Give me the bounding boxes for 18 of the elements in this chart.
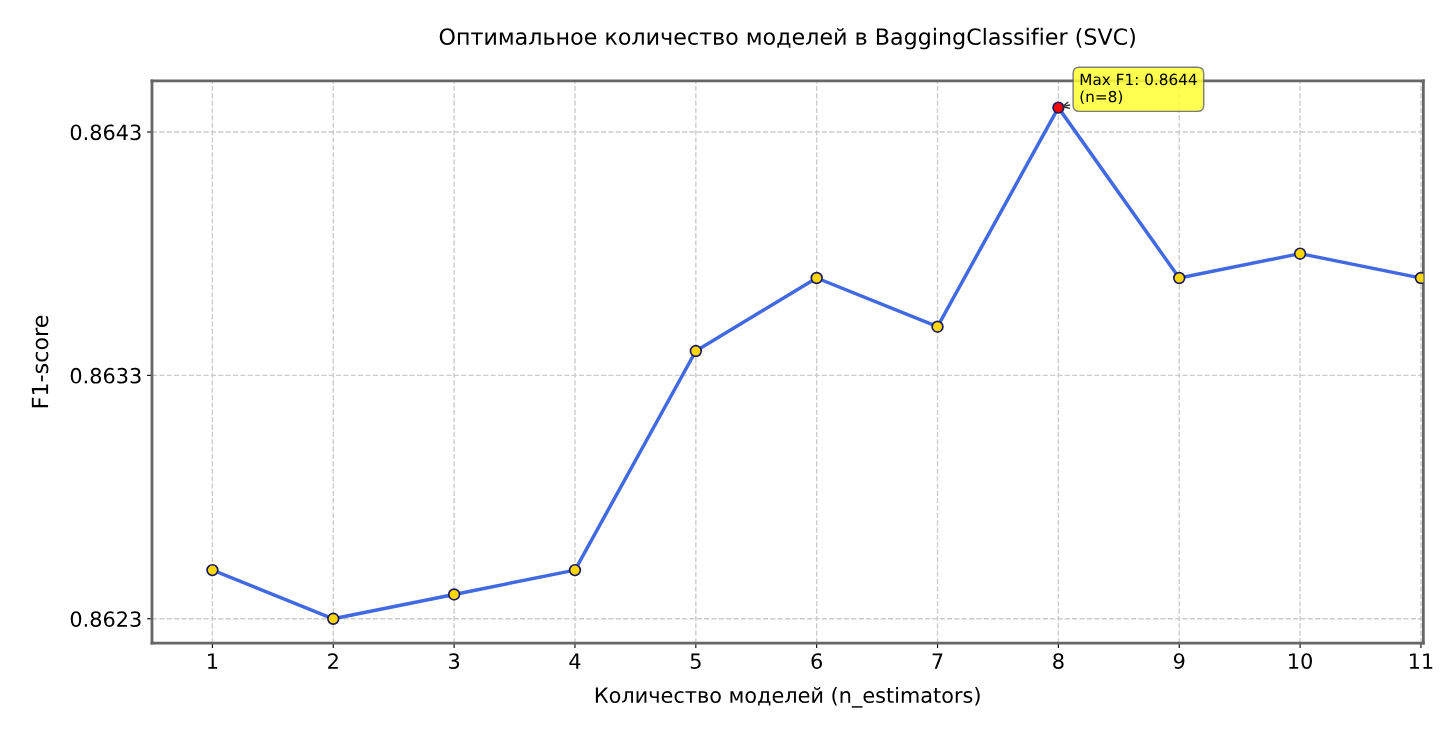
y-tick-label: 0.8633 <box>70 367 141 384</box>
x-tick-label: 8 <box>1053 653 1064 669</box>
y-tick-label: 0.8623 <box>70 611 141 627</box>
x-tick-label: 10 <box>1289 653 1312 669</box>
x-tick-label: 6 <box>811 653 822 669</box>
chart-title: Оптимальное количество моделей в BaggingClassifier (SVC) <box>439 27 1135 50</box>
x-tick-label: 2 <box>328 653 338 669</box>
x-tick-label: 5 <box>690 653 701 669</box>
x-axis-title: Количество моделей (n_estimators) <box>595 686 980 708</box>
x-tick-label: 1 <box>208 653 218 669</box>
x-tick-label: 7 <box>932 653 943 669</box>
annotation: Max F1: 0.8644 (n=8) <box>1080 73 1197 105</box>
x-tick-label: 4 <box>569 653 581 669</box>
x-tick-label: 9 <box>1173 653 1185 669</box>
y-axis-title: F1-score <box>31 315 49 408</box>
y-tick-label: 0.8643 <box>70 124 141 141</box>
x-tick-label: 3 <box>449 653 460 669</box>
x-tick-label: 11 <box>1409 653 1433 669</box>
